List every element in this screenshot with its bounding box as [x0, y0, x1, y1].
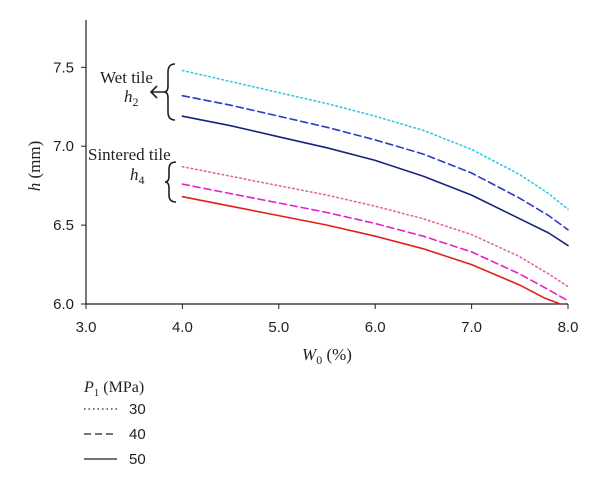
x-tick-label-2: 5.0 — [268, 319, 289, 336]
legend-label-30: 30 — [129, 401, 146, 418]
x-tick-label-1: 4.0 — [172, 319, 193, 336]
series-line-wet-50 — [181, 115, 569, 247]
legend-label-50: 50 — [129, 451, 146, 468]
x-tick-label-3: 6.0 — [365, 319, 386, 336]
y-tick-label-1: 6.5 — [53, 217, 74, 234]
legend-label-40: 40 — [129, 426, 146, 443]
x-tick-label-4: 7.0 — [461, 319, 482, 336]
y-tick-label-0: 6.0 — [53, 296, 74, 313]
legend-title: P1 (MPa) — [83, 379, 144, 399]
series-line-sintered-30 — [181, 165, 569, 288]
x-axis-title: W0 (%) — [302, 345, 352, 367]
y-tick-label-3: 7.5 — [53, 59, 74, 76]
wet-tile-arrow — [149, 85, 164, 99]
wet-tile-label: Wet tile — [100, 68, 153, 87]
sintered-tile-brace — [164, 161, 177, 203]
legend: P1 (MPa) 30 40 50 — [83, 379, 146, 468]
sintered-tile-annotation: Sintered tile h4 — [88, 145, 177, 203]
x-tick-label-5: 8.0 — [558, 319, 579, 336]
legend-entries: 30 40 50 — [84, 401, 146, 468]
wet-tile-annotation: Wet tile h2 — [100, 63, 176, 121]
sintered-tile-label: Sintered tile — [88, 145, 171, 164]
series-layer — [181, 69, 569, 305]
x-tick-label-0: 3.0 — [76, 319, 97, 336]
series-line-sintered-50 — [181, 195, 562, 305]
wet-tile-symbol: h2 — [124, 87, 139, 109]
series-line-wet-30 — [181, 69, 569, 211]
axis-ticks: 3.0 4.0 5.0 6.0 7.0 8.0 6.0 6.5 7.0 7.5 — [53, 59, 578, 336]
series-line-wet-40 — [181, 94, 569, 231]
y-tick-label-2: 7.0 — [53, 138, 74, 155]
sintered-tile-symbol: h4 — [130, 165, 145, 187]
y-axis-title: h (mm) — [25, 141, 44, 192]
series-line-sintered-40 — [181, 183, 569, 302]
plot-area: 3.0 4.0 5.0 6.0 7.0 8.0 6.0 6.5 7.0 7.5 — [53, 20, 578, 336]
